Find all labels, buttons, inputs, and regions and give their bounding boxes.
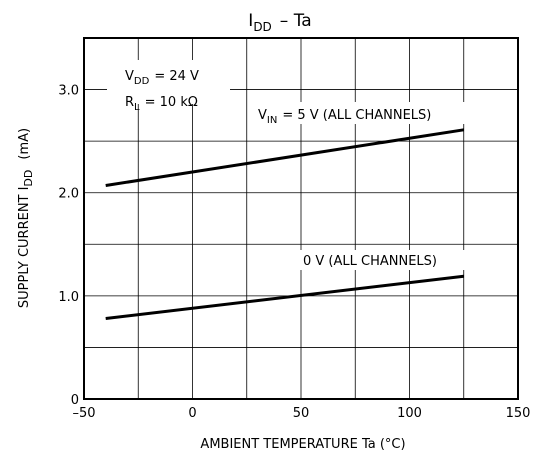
- series-line-2: [105, 274, 464, 321]
- x-tick-label: –50: [72, 406, 95, 421]
- x-tick-label: 50: [293, 406, 310, 421]
- series-1-label-bg: [252, 102, 474, 124]
- series-1-label: VIN = 5 V (ALL CHANNELS): [258, 108, 431, 126]
- x-tick-label: 100: [397, 406, 422, 421]
- x-tick-label: 150: [506, 406, 531, 421]
- x-tick-label: 0: [188, 406, 196, 421]
- vdd-condition: VDD = 24 V: [125, 69, 199, 87]
- y-axis-label: SUPPLY CURRENT IDD(mA): [17, 128, 35, 308]
- x-axis-label: AMBIENT TEMPERATURE Ta (°C): [200, 437, 405, 452]
- y-tick-label: 3.0: [58, 84, 79, 99]
- y-tick-label: 1.0: [58, 290, 79, 305]
- series-line-1: [105, 128, 464, 187]
- rl-condition: RL = 10 kΩ: [125, 95, 198, 113]
- chart-title: IDD – Ta: [248, 11, 311, 34]
- conditions-box-bg: [107, 60, 230, 104]
- series-lines: [105, 128, 464, 321]
- y-tick-label: 0: [71, 393, 79, 408]
- series-2-label-bg: [298, 250, 470, 270]
- y-tick-label: 2.0: [58, 187, 79, 202]
- series-2-label: 0 V (ALL CHANNELS): [303, 254, 437, 269]
